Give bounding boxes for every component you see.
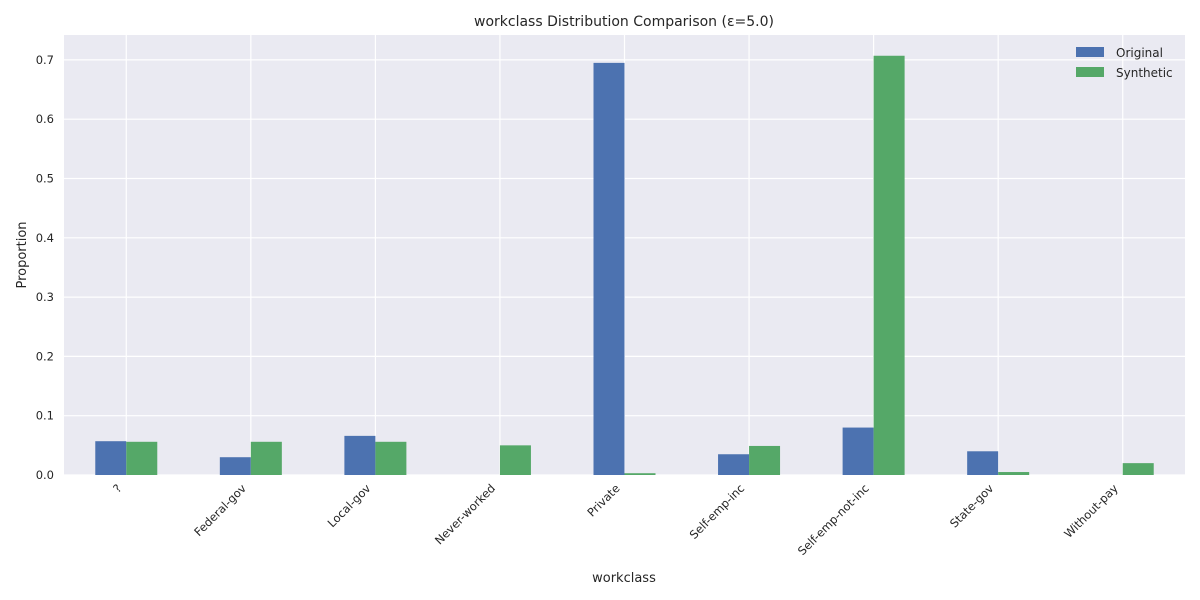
legend-swatch-original <box>1076 47 1104 57</box>
x-tick-label: Private <box>584 481 622 519</box>
bar-original-0 <box>95 441 127 475</box>
bar-synthetic-5 <box>749 445 781 475</box>
y-tick-label: 0.4 <box>36 231 54 245</box>
legend: Original Synthetic <box>1076 46 1173 80</box>
bar-original-1 <box>219 457 251 475</box>
y-tick-label: 0.1 <box>36 409 54 423</box>
chart-title: workclass Distribution Comparison (ε=5.0… <box>474 14 774 30</box>
x-axis-label: workclass <box>592 571 656 586</box>
y-tick-label: 0.5 <box>36 172 54 186</box>
x-tick-label: ? <box>110 481 124 495</box>
y-tick-label: 0.6 <box>36 112 54 126</box>
y-axis-label: Proportion <box>15 221 30 288</box>
x-tick-label: Local-gov <box>325 481 374 530</box>
bar-synthetic-8 <box>1122 463 1154 475</box>
x-tick-label: Self-emp-inc <box>687 481 748 542</box>
bar-original-4 <box>593 62 625 476</box>
y-ticks: 0.0 0.1 0.2 0.3 0.4 0.5 0.6 0.7 <box>36 53 54 482</box>
x-tick-label: Federal-gov <box>191 481 249 539</box>
bar-synthetic-2 <box>375 441 407 475</box>
x-tick-label: Without-pay <box>1061 481 1121 541</box>
y-tick-label: 0.2 <box>36 349 54 363</box>
bar-synthetic-7 <box>998 472 1030 475</box>
bar-synthetic-1 <box>250 441 282 475</box>
legend-swatch-synthetic <box>1076 67 1104 77</box>
bar-original-2 <box>344 435 376 475</box>
bar-original-6 <box>842 427 874 475</box>
bar-synthetic-6 <box>873 55 905 475</box>
x-tick-label: State-gov <box>947 481 996 530</box>
bar-synthetic-4 <box>624 473 656 475</box>
bar-synthetic-0 <box>126 441 158 475</box>
x-ticks: ? Federal-gov Local-gov Never-worked Private… <box>110 481 1121 558</box>
x-tick-label: Never-worked <box>432 481 498 547</box>
bars <box>95 55 1154 476</box>
bar-synthetic-3 <box>499 445 531 475</box>
y-tick-label: 0.0 <box>36 468 54 482</box>
y-tick-label: 0.7 <box>36 53 54 67</box>
x-tick-label: Self-emp-not-inc <box>795 481 872 558</box>
legend-label-synthetic: Synthetic <box>1116 66 1173 80</box>
bar-original-7 <box>967 451 999 475</box>
legend-label-original: Original <box>1116 46 1163 60</box>
y-tick-label: 0.3 <box>36 290 54 304</box>
bar-original-5 <box>718 454 750 475</box>
